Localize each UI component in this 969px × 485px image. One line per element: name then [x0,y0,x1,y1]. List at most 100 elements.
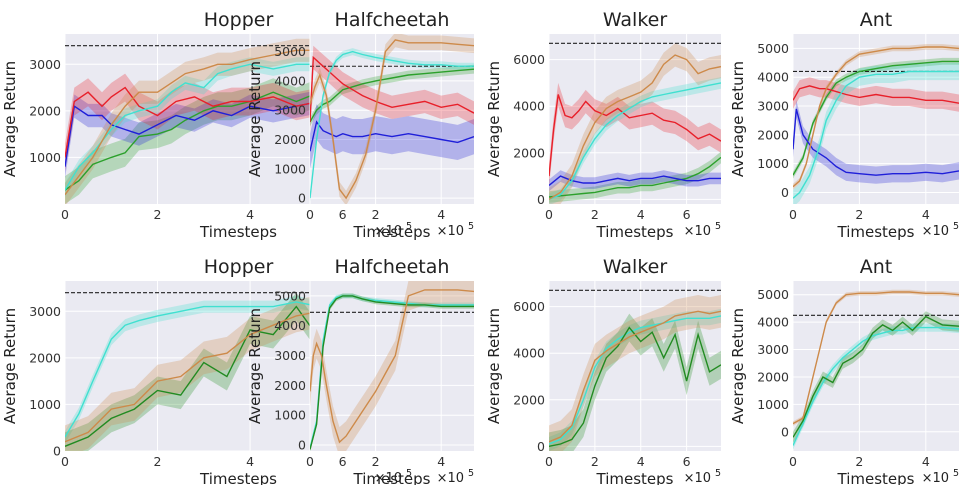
plot-area [310,281,474,451]
x-tick-label: 0 [545,454,553,469]
series-band-CFIL [549,308,721,451]
y-tick-label: 0 [781,185,789,200]
plot-content [310,281,474,451]
series-line-OPOLO [793,315,959,438]
x-axis-multiplier-exponent: 5 [715,221,721,232]
y-axis-label: Average Return [729,61,747,177]
y-tick-label: 1000 [29,397,61,412]
chart-panel-4: Ant 0 1000 2000 3000 4000 5000 0 2 4 Timesteps ×10 5… [729,9,959,241]
series-band-gail [549,151,721,203]
y-tick-label: 1000 [274,161,306,176]
x-axis-multiplier-exponent: 5 [406,468,412,479]
chart-panel-3: Walker 0 2000 4000 6000 0 2 4 6 Timesteps ×10 5 Aver… [485,9,721,241]
x-axis-multiplier-exponent: 5 [468,221,474,232]
y-tick-label: 1000 [757,156,789,171]
y-tick-label: 2000 [757,369,789,384]
x-tick-label: 2 [591,207,599,222]
chart-title: Walker [603,9,668,31]
plot-area [549,281,721,451]
y-tick-label: 5000 [274,44,306,59]
x-tick-label: 0 [306,207,314,222]
series-band-DiffAIL [310,34,474,204]
y-tick-label: 6000 [513,52,545,67]
x-axis-multiplier: ×10 [684,224,711,239]
x-axis-label: Timesteps [199,470,277,485]
series-line-DiffAIL [549,54,721,200]
y-tick-label: 3000 [29,57,61,72]
y-tick-label: 4000 [513,99,545,114]
series-line-CFIL [793,70,959,199]
x-tick-label: 2 [154,207,162,222]
x-tick-label: 6 [339,454,347,469]
x-axis-label: Timesteps [353,470,431,485]
x-tick-label: 0 [61,454,69,469]
plot-area [793,281,959,451]
x-tick-label: 2 [855,454,863,469]
series-line-OPOLO [310,295,474,450]
y-tick-label: 2000 [513,145,545,160]
y-tick-label: 3000 [29,304,61,319]
y-tick-label: 2000 [757,127,789,142]
y-tick-label: 1000 [29,150,61,165]
y-tick-label: 1000 [274,408,306,423]
series-line-DiffAIL [310,289,474,444]
x-tick-label: 2 [855,207,863,222]
series-band-bc [793,100,959,184]
x-tick-label: 4 [637,207,645,222]
chart-panel-8: Ant 0 1000 2000 3000 4000 5000 0 2 4 Timesteps ×10 5… [729,256,959,485]
x-axis-label: Timesteps [353,223,431,241]
series-line-valuedice [793,85,959,104]
series-line-gail [549,156,721,198]
y-tick-label: 2000 [274,132,306,147]
series-line-DiffAIL [793,291,959,425]
x-tick-label: 6 [339,207,347,222]
y-tick-label: 6000 [513,299,545,314]
y-tick-label: 0 [537,439,545,454]
chart-title: Ant [860,9,893,31]
x-tick-label: 2 [591,454,599,469]
y-axis-label: Average Return [1,308,19,424]
chart-title: Ant [860,256,893,278]
x-axis-multiplier-exponent: 5 [953,221,959,232]
y-axis-label: Average Return [729,308,747,424]
y-tick-label: 2000 [29,350,61,365]
y-axis-label: Average Return [1,61,19,177]
x-axis-label: Timesteps [596,470,674,485]
series-line-DiffAIL [549,310,721,443]
x-axis-multiplier: ×10 [684,471,711,485]
x-axis-multiplier: ×10 [437,224,464,239]
chart-panel-6: Halfcheetah 0 1000 2000 3000 4000 5000 0 2 4 Times… [246,256,474,485]
series-line-CFIL [549,82,721,200]
y-axis-label: Average Return [246,61,264,177]
y-tick-label: 4000 [757,70,789,85]
chart-title: Hopper [204,256,274,278]
series-line-valuedice [310,55,474,122]
x-axis-label: Timesteps [837,470,915,485]
series-line-bc [310,120,474,152]
y-tick-label: 2000 [29,103,61,118]
y-axis-label: Average Return [485,61,503,177]
series-line-bc [793,108,959,176]
x-axis-label: Timesteps [837,223,915,241]
chart-title: Halfcheetah [335,256,450,278]
x-tick-label: 0 [306,454,314,469]
x-axis-multiplier: ×10 [922,471,949,485]
x-tick-label: 4 [246,454,254,469]
x-axis-multiplier-exponent: 5 [468,468,474,479]
series-line-bc [549,175,721,186]
plot-content [310,34,474,204]
series-line-gail [310,68,474,123]
series-band-CFIL [310,48,474,202]
series-band-CFIL [549,77,721,204]
y-tick-label: 4000 [757,315,789,330]
chart-panel-7: Walker 0 2000 4000 6000 0 2 4 6 Timesteps ×10 5 Aver… [485,256,721,485]
series-band-valuedice [549,82,721,188]
y-tick-label: 5000 [757,41,789,56]
plot-content [793,44,959,204]
x-tick-label: 4 [637,454,645,469]
chart-title: Hopper [204,9,274,31]
series-band-CFIL [793,62,959,204]
x-tick-label: 4 [922,207,930,222]
y-tick-label: 4000 [274,318,306,333]
chart-title: Walker [603,256,668,278]
